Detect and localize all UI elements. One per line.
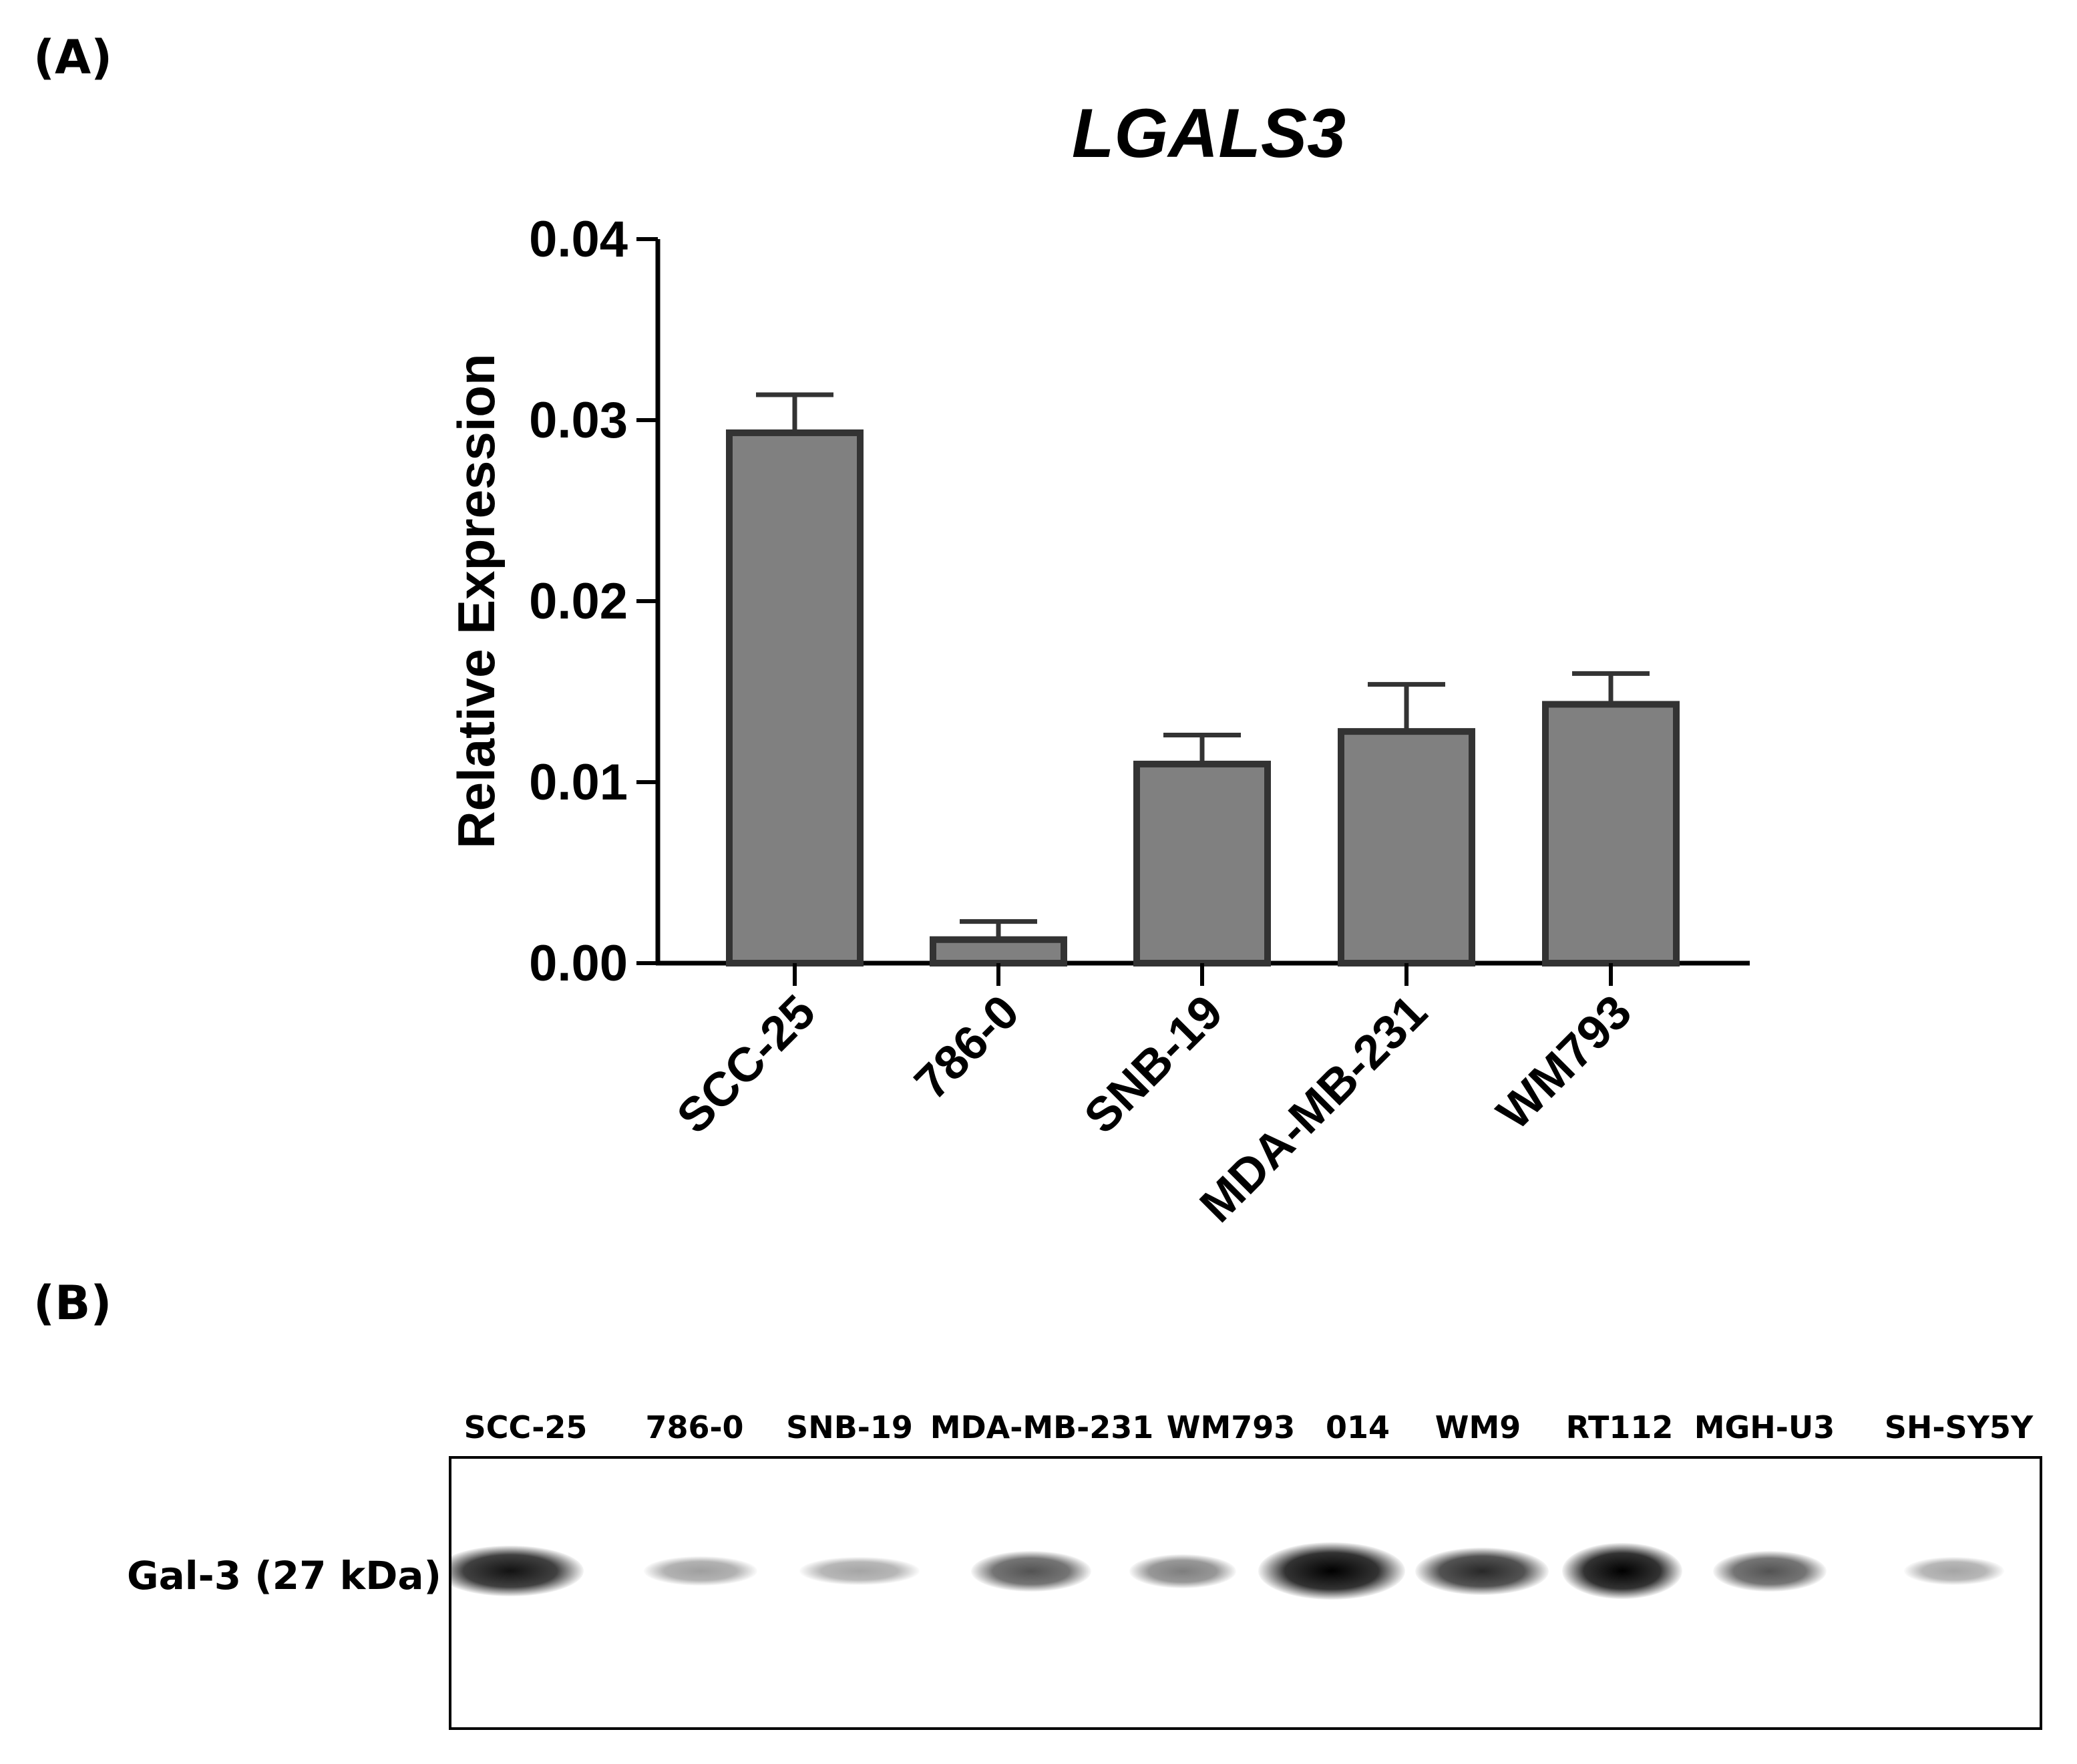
y-tick-label: 0.02 — [529, 573, 628, 630]
bar — [1542, 701, 1680, 966]
blot-lane-label: 786-0 — [645, 1409, 744, 1445]
blot-lane-label: WM793 — [1166, 1409, 1296, 1445]
blot-lane-label: 014 — [1325, 1409, 1390, 1445]
blot-band — [451, 1546, 584, 1596]
bar — [1133, 760, 1271, 967]
blot-band — [644, 1556, 757, 1586]
bar — [1338, 728, 1475, 966]
panel-b-label: (B) — [33, 1276, 112, 1331]
x-tick-label: SCC-25 — [667, 985, 826, 1144]
blot-band — [1562, 1543, 1682, 1599]
chart-title: LGALS3 — [1072, 95, 1346, 172]
blot-lane-label: SH-SY5Y — [1884, 1409, 2034, 1445]
blot-band — [1713, 1550, 1827, 1592]
panel-a-label: (A) — [33, 30, 113, 85]
x-tick-label: 786-0 — [905, 985, 1030, 1110]
blot-lane-label: MGH-U3 — [1694, 1409, 1835, 1445]
blot-lane-label: WM9 — [1435, 1409, 1521, 1445]
blot-row-label: Gal-3 (27 kDa) — [127, 1553, 442, 1598]
blot-lane-label: MDA-MB-231 — [930, 1409, 1154, 1445]
blot-lane-label: SNB-19 — [786, 1409, 913, 1445]
x-tick-label: SNB-19 — [1075, 985, 1234, 1144]
blot-lane-label: RT112 — [1565, 1409, 1674, 1445]
blot-band — [799, 1557, 920, 1585]
blot-lane-label: SCC-25 — [463, 1409, 588, 1445]
blot-band — [1415, 1547, 1549, 1595]
blot-band — [1258, 1542, 1405, 1600]
blot-band — [1904, 1557, 2004, 1585]
x-tick-label: WM793 — [1487, 985, 1642, 1140]
blot-band — [971, 1550, 1091, 1592]
y-tick-label: 0.00 — [529, 935, 628, 992]
y-tick-label: 0.03 — [529, 392, 628, 449]
y-tick-label: 0.04 — [529, 211, 628, 268]
y-axis-label: Relative Expression — [447, 353, 506, 848]
bar — [726, 429, 864, 966]
y-tick-label: 0.01 — [529, 754, 628, 811]
blot-band — [1129, 1554, 1236, 1588]
bar — [930, 936, 1067, 967]
bar-chart: LGALS3 Relative Expression 0.00 0.01 0.02 0… — [447, 95, 1750, 1232]
western-blot-image — [449, 1456, 2042, 1730]
